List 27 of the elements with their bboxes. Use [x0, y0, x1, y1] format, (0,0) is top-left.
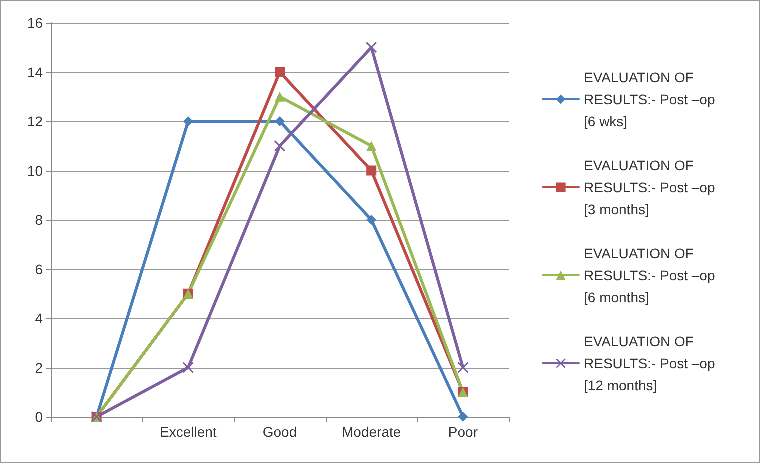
legend-label: EVALUATION OF RESULTS:- Post –op [3 months] [584, 158, 720, 218]
point [183, 116, 194, 126]
point [366, 166, 377, 176]
y-tick-label: 0 [35, 409, 44, 425]
y-tick-label: 10 [27, 162, 44, 179]
x-tick-label: Poor [448, 424, 478, 440]
point [275, 67, 285, 78]
point [275, 116, 285, 126]
x-tick-label: Good [262, 424, 298, 440]
y-tick-label: 12 [27, 114, 44, 130]
y-tick-label: 6 [35, 261, 44, 278]
y-tick-label: 14 [27, 64, 44, 80]
point [274, 140, 286, 152]
y-tick-label: 8 [35, 212, 44, 228]
point [366, 215, 377, 225]
legend-label: EVALUATION OF RESULTS:- Post –op [6 wks] [584, 70, 720, 130]
y-tick-label: 2 [35, 360, 44, 376]
legend-label: EVALUATION OF RESULTS:- Post –op [12 months] [584, 334, 720, 394]
x-tick-label: Excellent [160, 424, 217, 440]
y-tick-label: 4 [35, 310, 44, 326]
point [366, 42, 378, 54]
x-tick-label: Moderate [342, 424, 402, 440]
legend-label: EVALUATION OF RESULTS:- Post –op [6 months] [584, 246, 720, 306]
y-tick-label: 16 [27, 15, 44, 31]
point [458, 362, 469, 374]
point [458, 412, 468, 422]
point [182, 362, 194, 374]
